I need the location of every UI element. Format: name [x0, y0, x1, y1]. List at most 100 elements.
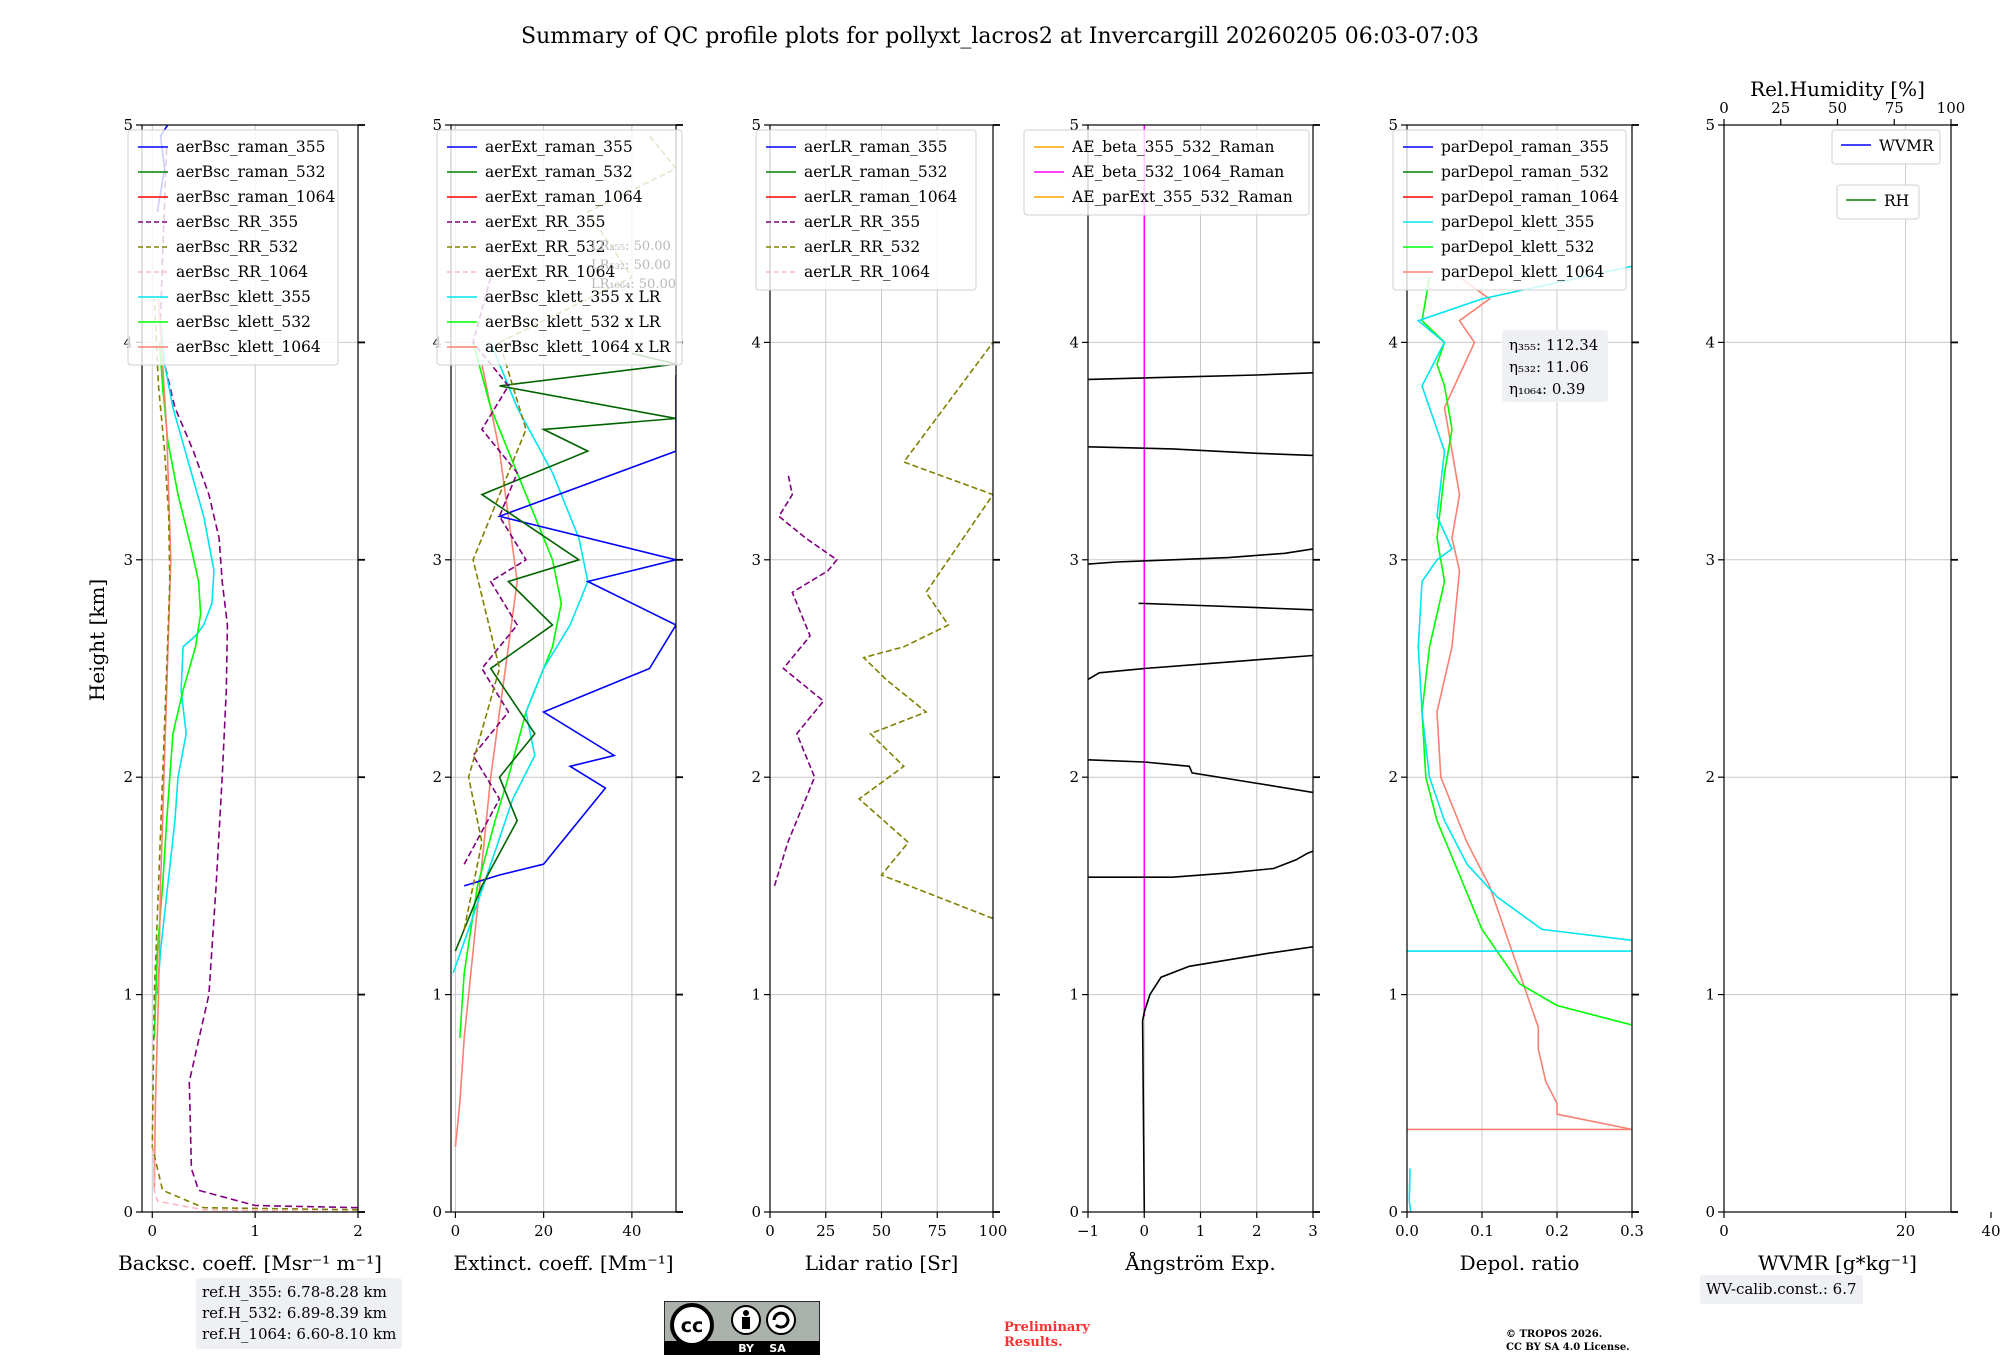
x-tick-label: 20 [534, 1222, 553, 1240]
eta-box [1502, 330, 1608, 402]
x-axis-label: Backsc. coeff. [Msr⁻¹ m⁻¹] [118, 1251, 382, 1275]
cc-by-sa-badge: cc BY SA [664, 1301, 820, 1355]
legend-entry: aerExt_raman_532 [485, 163, 633, 181]
legend-entry: RH [1884, 192, 1909, 210]
x-tick-label: 0.1 [1470, 1222, 1494, 1240]
legend-box [1023, 129, 1310, 216]
x-tick-label: 1 [1196, 1222, 1206, 1240]
x-tick-label: 40 [622, 1222, 641, 1240]
cc-badge-label: BY SA [738, 1342, 786, 1355]
legend-entry: aerBsc_klett_355 x LR [485, 288, 662, 306]
y-tick-label: 1 [1069, 986, 1079, 1004]
x-tick-label: 2 [1252, 1222, 1262, 1240]
y-tick-label: 4 [751, 333, 761, 351]
x-tick-label: 20 [1896, 1222, 1915, 1240]
series-ae-parext-355-532-raman-2 [1088, 850, 1313, 879]
y-tick-label: 5 [1388, 116, 1398, 134]
x-axis-label: Extinct. coeff. [Mm⁻¹] [453, 1251, 673, 1275]
copyright-line-2: CC BY SA 4.0 License. [1506, 1342, 1630, 1353]
legend: aerLR_raman_355 aerLR_raman_532 aerLR_rama… [755, 129, 977, 291]
series-pardepol-klett-532 [1421, 277, 1632, 1026]
legend-rh: RH [1836, 184, 1920, 220]
series-ae-parext-355-532-raman-8 [1088, 372, 1313, 381]
cc-icon [670, 1303, 714, 1347]
x-tick-label: 0 [148, 1222, 158, 1240]
legend: aerBsc_raman_355 aerBsc_raman_532 aerBsc_r… [127, 129, 339, 366]
legend: AE_beta_355_532_Raman AE_beta_532_1064_Ra… [1023, 129, 1310, 216]
x-tick-label: 50 [872, 1222, 891, 1240]
x-tick-label: 3 [1308, 1222, 1318, 1240]
top-x-tick-label: 50 [1828, 99, 1847, 117]
legend-entry: aerBsc_raman_1064 [176, 188, 336, 206]
legend-entry: parDepol_raman_355 [1441, 138, 1609, 156]
legend-entry: aerLR_RR_355 [804, 213, 920, 231]
series-aerlr-rr-532 [857, 341, 993, 920]
legend-box [1836, 184, 1920, 220]
legend-entry: aerBsc_klett_355 [176, 288, 311, 306]
y-tick-label: 3 [1388, 551, 1398, 569]
series-aerbsc-klett-1064 [153, 298, 172, 1191]
series-pardepol-klett-355 [1416, 265, 1632, 942]
y-tick-label: 1 [751, 986, 761, 1004]
top-x-tick-label: 25 [1771, 99, 1790, 117]
y-tick-label: 4 [1069, 333, 1079, 351]
y-tick-label: 5 [432, 116, 442, 134]
reference-heights-box: ref.H_355: 6.78-8.28 km ref.H_532: 6.89-… [196, 1278, 403, 1349]
preliminary-results-note: Preliminary Results. [1004, 1320, 1090, 1350]
x-tick-label: 40 [1981, 1222, 2000, 1240]
y-tick-label: 0 [1388, 1203, 1398, 1221]
legend-entry: aerBsc_raman_355 [176, 138, 326, 156]
x-axis-label: Lidar ratio [Sr] [805, 1251, 959, 1275]
series-aerbsc-klett-1064-x-lr [454, 363, 519, 1147]
y-tick-label: 2 [1388, 768, 1398, 786]
legend-entry: aerLR_RR_532 [804, 238, 920, 256]
legend-entry: aerExt_raman_355 [485, 138, 633, 156]
series-ae-parext-355-532-raman-3 [1088, 759, 1313, 794]
legend-entry: parDepol_klett_1064 [1441, 263, 1604, 281]
panels: 012345012Backsc. coeff. [Msr⁻¹ m⁻¹]aerBs… [118, 77, 2000, 1275]
x-tick-label: 0.2 [1545, 1222, 1569, 1240]
series-aerlr-rr-355 [773, 472, 839, 887]
series-pardepol-klett-355-b [1408, 1168, 1412, 1212]
y-tick-label: 0 [1069, 1203, 1079, 1221]
y-tick-label: 0 [1705, 1203, 1715, 1221]
legend-entry: aerLR_raman_355 [804, 138, 947, 156]
legend-entry: aerBsc_klett_532 x LR [485, 313, 662, 331]
y-tick-label: 0 [751, 1203, 761, 1221]
y-tick-label: 0 [123, 1203, 133, 1221]
plot-frame [1723, 124, 1952, 1213]
y-tick-label: 4 [1388, 333, 1398, 351]
panel-extinction: 01234502040Extinct. coeff. [Mm⁻¹]aerExt_… [432, 116, 683, 1275]
series-group [773, 341, 993, 920]
x-tick-label: 100 [979, 1222, 1008, 1240]
sa-sharealike-icon [766, 1305, 796, 1335]
series-pardepol-klett-1064 [1436, 276, 1632, 1131]
y-tick-label: 1 [1705, 986, 1715, 1004]
series-aerbsc-klett-355 [156, 320, 215, 995]
eta-line: η₁₀₆₄: 0.39 [1509, 380, 1585, 398]
legend-box [1392, 129, 1627, 291]
legend-entry: aerLR_raman_1064 [804, 188, 957, 206]
y-tick-label: 1 [432, 986, 442, 1004]
legend-wvmr: WVMR [1831, 129, 1941, 165]
legend-entry: parDepol_klett_532 [1441, 238, 1594, 256]
legend-box [127, 129, 339, 366]
y-tick-label: 3 [751, 551, 761, 569]
legend-entry: AE_beta_355_532_Raman [1071, 138, 1274, 156]
series-ae-parext-355-532-raman-5 [1138, 602, 1313, 611]
legend-entry: aerExt_RR_1064 [485, 263, 616, 281]
panel-depolarization: 0 1 2 3 4 5 0.0 0.1 0.2 0.3 Depol. ratio parDepol_r… [1388, 116, 1643, 1275]
y-axis-label: Height [km] [85, 579, 109, 701]
legend-entry: parDepol_raman_532 [1441, 163, 1609, 181]
legend-entry: AE_parExt_355_532_Raman [1071, 188, 1293, 206]
legend-entry: aerBsc_RR_532 [176, 238, 298, 256]
plot-frame [141, 124, 359, 1213]
legend-entry: parDepol_klett_355 [1441, 213, 1594, 231]
series-aerext-raman-532 [454, 352, 676, 952]
y-tick-label: 5 [1705, 116, 1715, 134]
x-axis-label: Ångström Exp. [1124, 1250, 1275, 1275]
plot-frame [450, 124, 677, 1213]
y-tick-label: 3 [123, 551, 133, 569]
x-axis-label: WVMR [g*kg⁻¹] [1758, 1251, 1917, 1275]
